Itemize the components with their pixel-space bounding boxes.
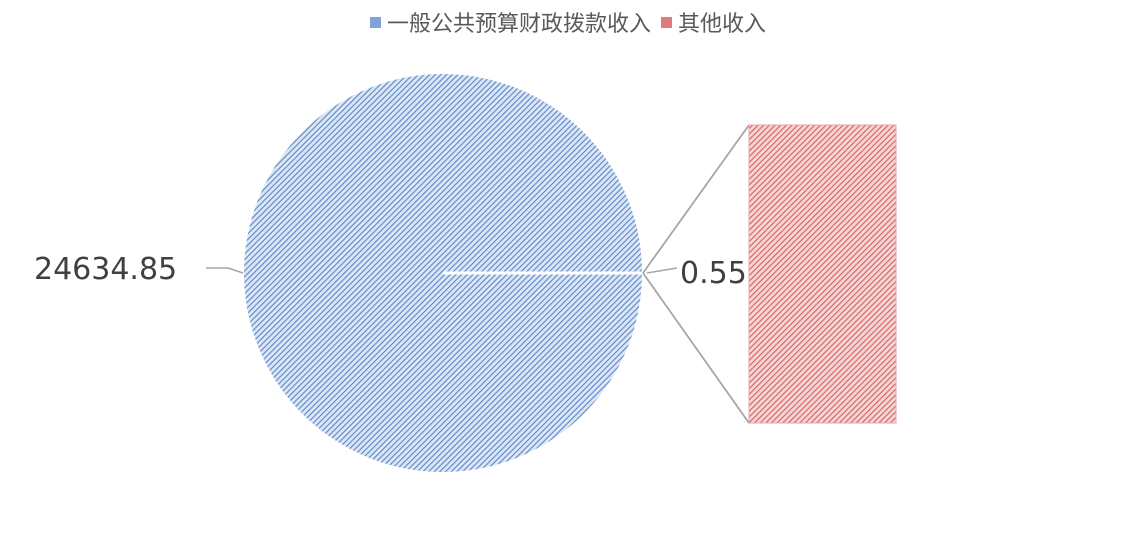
- legend-swatch-fiscal-appropriation: [369, 16, 381, 28]
- leader-line-other-income: [646, 267, 678, 274]
- bar-other-income: [748, 124, 897, 424]
- data-label-other-income: 0.55: [680, 256, 747, 291]
- legend-label-fiscal-appropriation: 一般公共预算财政拨款收入: [386, 12, 651, 37]
- leader-line-fiscal-appropriation-2: [227, 267, 244, 274]
- connector-line-top: [642, 124, 750, 274]
- legend-label-other-income: 其他收入: [678, 12, 767, 37]
- legend-item-fiscal-appropriation: 一般公共预算财政拨款收入: [369, 6, 651, 38]
- legend-swatch-other-income: [661, 16, 672, 28]
- data-label-fiscal-appropriation: 24634.85: [34, 252, 177, 287]
- connector-line-bottom: [642, 272, 750, 424]
- legend-item-other-income: 其他收入: [661, 6, 766, 38]
- legend: 一般公共预算财政拨款收入 其他收入: [0, 6, 1136, 38]
